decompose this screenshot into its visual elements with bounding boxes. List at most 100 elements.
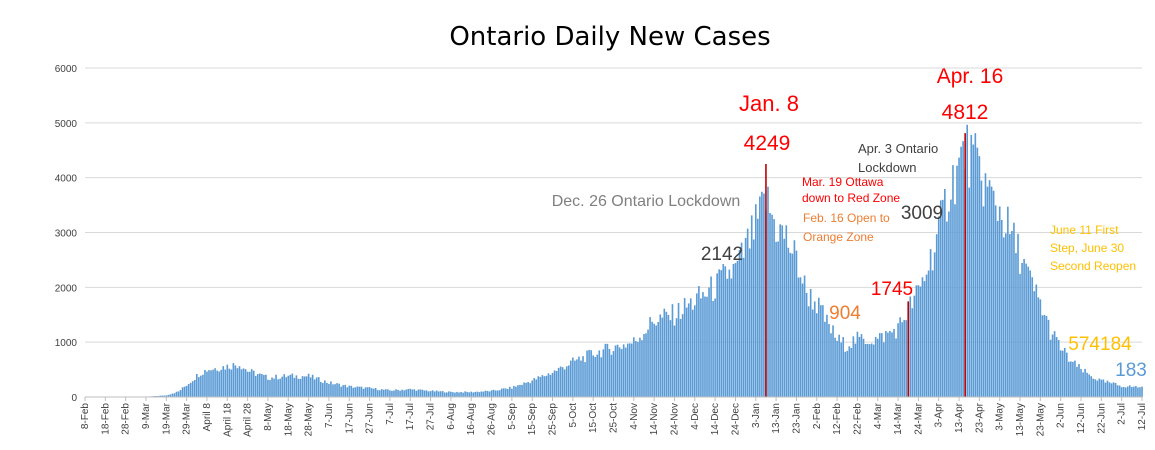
bar (380, 389, 383, 397)
bar (759, 196, 761, 397)
x-tick-label: 7-Jun (324, 403, 335, 428)
bar (578, 356, 580, 397)
bar (785, 225, 788, 397)
bar (919, 286, 922, 397)
bar (870, 343, 873, 397)
bar (439, 391, 442, 397)
bar (769, 212, 771, 397)
bar (173, 393, 176, 397)
bar (1000, 219, 1003, 397)
bar (458, 392, 460, 397)
bar (267, 379, 269, 397)
bar (885, 331, 887, 397)
bar (187, 384, 190, 397)
x-tick-label: 13-Apr (954, 402, 965, 433)
x-tick-label: 15-Sep (527, 403, 538, 436)
bar (887, 332, 889, 397)
bar (527, 381, 529, 397)
bar (574, 360, 576, 397)
bar (561, 367, 564, 397)
bar (590, 350, 592, 397)
annotation-label: 4249 (744, 132, 791, 155)
bar (557, 367, 560, 397)
bar (360, 386, 363, 397)
bar (596, 354, 599, 397)
bar (472, 392, 475, 397)
bar (200, 375, 202, 397)
bar (431, 390, 434, 397)
bar (429, 391, 432, 397)
x-tick-label: 18-May (283, 403, 294, 436)
bar (309, 377, 312, 397)
bar (1090, 376, 1092, 397)
bar (671, 304, 674, 397)
bar (456, 391, 458, 397)
bar (1053, 331, 1056, 397)
y-tick-label: 0 (71, 393, 77, 404)
bar (868, 344, 871, 397)
bar (767, 186, 769, 397)
x-tick-label: 27-Jun (365, 403, 376, 434)
bar (1023, 259, 1025, 397)
bar (976, 147, 979, 397)
bar (744, 237, 747, 397)
annotation-label: Feb. 16 Open to Orange Zone (803, 211, 890, 244)
bar (854, 343, 857, 397)
bar (1094, 379, 1097, 397)
bar (362, 388, 365, 397)
bar (482, 391, 485, 397)
x-tick-label: 23-Apr (974, 402, 985, 433)
bar (954, 204, 956, 397)
x-tick-label: 3-Apr (934, 402, 945, 427)
bar (1124, 387, 1127, 397)
x-tick-label: 9-Mar (141, 402, 152, 429)
bar (752, 239, 755, 397)
bar (567, 365, 570, 397)
x-tick-label: 17-Jul (405, 403, 416, 430)
bar (826, 314, 828, 397)
bar (480, 391, 483, 397)
bar (594, 356, 597, 397)
bar (1057, 339, 1060, 397)
bar (1080, 369, 1082, 397)
bar (881, 333, 883, 397)
bar (305, 376, 308, 397)
bar (476, 391, 479, 397)
bar (891, 332, 893, 397)
bar (399, 390, 401, 397)
bar (1061, 350, 1064, 397)
bar (405, 389, 407, 397)
bar (834, 337, 836, 397)
x-tick-label: 3-May (995, 403, 1006, 431)
x-tick-label: 18-Feb (100, 403, 111, 435)
bar (326, 382, 328, 397)
bar (1031, 277, 1034, 397)
bar (265, 374, 267, 397)
bar (387, 389, 389, 397)
bar (702, 292, 704, 397)
bar (787, 247, 790, 397)
bar (622, 344, 625, 397)
bar (700, 298, 702, 397)
bar (972, 144, 975, 397)
bar (1051, 334, 1054, 397)
bar (222, 366, 225, 397)
bar (301, 376, 304, 397)
bar (1082, 372, 1084, 397)
bar (486, 390, 489, 397)
bar (1025, 263, 1027, 397)
bar (198, 377, 200, 397)
bar (417, 389, 420, 397)
annotation-label: 3009 (901, 203, 943, 224)
bar (389, 390, 391, 397)
bar (189, 382, 192, 397)
bar (324, 380, 326, 397)
bar (1139, 387, 1141, 397)
bar (191, 381, 194, 397)
annotation-label: 2142 (701, 244, 743, 265)
bar (761, 191, 763, 397)
bar (565, 366, 568, 397)
bar (311, 374, 314, 397)
bar (470, 391, 473, 397)
x-tick-label: 15-Oct (588, 403, 599, 433)
